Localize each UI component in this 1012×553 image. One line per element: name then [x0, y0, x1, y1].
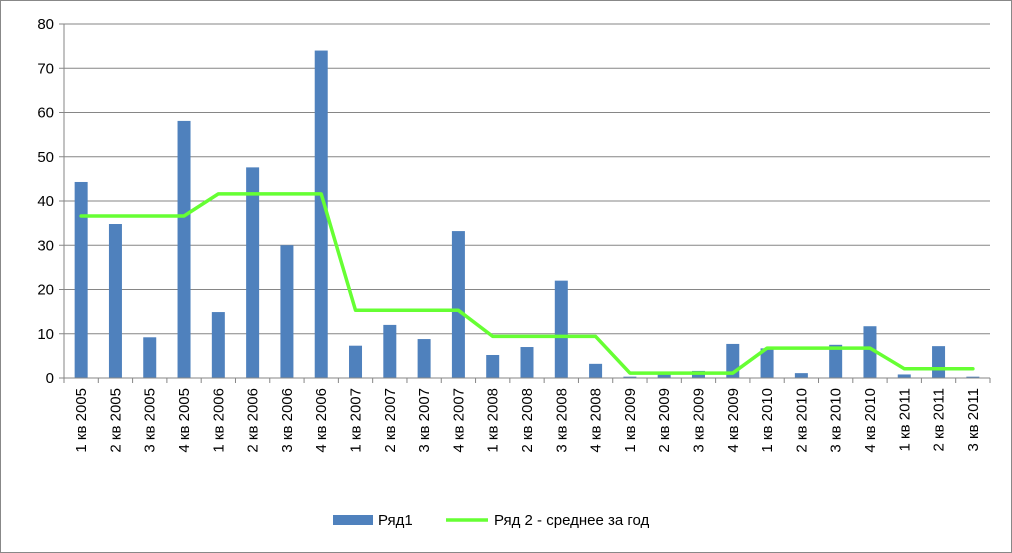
x-tick-label: 3 кв 2005 [142, 388, 159, 453]
y-tick-label: 60 [37, 105, 54, 122]
bar [966, 376, 980, 378]
bar [74, 181, 88, 378]
bar [760, 348, 774, 378]
y-tick-label: 20 [37, 282, 54, 299]
x-tick-label: 1 кв 2005 [73, 388, 90, 453]
y-tick-label: 50 [37, 149, 54, 166]
bar [246, 167, 260, 378]
bar [932, 346, 946, 378]
legend-label: Ряд1 [378, 512, 413, 529]
x-tick-label: 2 кв 2008 [519, 388, 536, 453]
x-tick-label: 2 кв 2010 [793, 388, 810, 453]
bar [863, 326, 877, 378]
bar-series [74, 50, 980, 379]
x-tick-label: 3 кв 2007 [416, 388, 433, 453]
bar [897, 374, 911, 378]
y-tick-labels: 0 10 20 30 40 50 60 70 80 [37, 16, 54, 387]
x-tick-label: 3 кв 2008 [553, 388, 570, 453]
x-tick-label: 3 кв 2010 [828, 388, 845, 453]
x-tick-label: 1 кв 2011 [896, 388, 913, 451]
y-tick-label: 80 [37, 16, 54, 33]
x-tick-label: 4 кв 2006 [313, 388, 330, 453]
x-tick-label: 4 кв 2007 [450, 388, 467, 453]
x-tick-label: 4 кв 2010 [862, 388, 879, 453]
series-line [79, 192, 975, 375]
x-tick-label: 2 кв 2009 [656, 388, 673, 453]
legend-swatch-bar [333, 515, 373, 525]
y-tick-label: 0 [46, 370, 54, 387]
x-tick-label: 3 кв 2009 [690, 388, 707, 453]
bar [108, 224, 122, 378]
line-series [79, 192, 975, 375]
x-tick-label: 1 кв 2008 [485, 388, 502, 453]
bar [623, 376, 637, 378]
y-tick-label: 30 [37, 237, 54, 254]
x-tick-label: 3 кв 2011 [965, 388, 982, 451]
bar [554, 280, 568, 378]
bar [520, 347, 534, 378]
bar [589, 363, 603, 378]
bar [829, 344, 843, 378]
bar [657, 374, 671, 378]
x-tick-label: 2 кв 2007 [382, 388, 399, 453]
x-tick-label: 1 кв 2007 [348, 388, 365, 453]
bar [383, 324, 397, 378]
bar [177, 120, 191, 378]
bar [451, 231, 465, 378]
bar [486, 354, 500, 378]
x-tick-label: 1 кв 2006 [210, 388, 227, 453]
x-tick-label: 1 кв 2010 [759, 388, 776, 453]
x-tick-labels: 1 кв 2005 2 кв 2005 3 кв 2005 4 кв 2005 1 кв… [73, 388, 982, 453]
bar [314, 50, 328, 379]
legend-label: Ряд 2 - среднее за год [494, 512, 650, 529]
bar [349, 345, 363, 378]
gridlines [64, 23, 990, 335]
x-tick-label: 2 кв 2011 [931, 388, 948, 451]
y-tick-label: 70 [37, 60, 54, 77]
x-tick-label: 4 кв 2005 [176, 388, 193, 453]
x-tick-label: 4 кв 2009 [725, 388, 742, 453]
y-tick-label: 10 [37, 326, 54, 343]
bar [211, 312, 225, 378]
x-tick-label: 2 кв 2005 [107, 388, 124, 453]
bar [794, 373, 808, 378]
x-tick-label: 4 кв 2008 [588, 388, 605, 453]
bar [280, 245, 294, 378]
x-tick-label: 3 кв 2006 [279, 388, 296, 453]
bar [143, 337, 157, 378]
legend: Ряд1 Ряд 2 - среднее за год [333, 512, 650, 529]
y-tick-label: 40 [37, 193, 54, 210]
bar [417, 339, 431, 378]
axes [59, 23, 991, 383]
x-tick-label: 1 кв 2009 [622, 388, 639, 453]
x-tick-label: 2 кв 2006 [245, 388, 262, 453]
